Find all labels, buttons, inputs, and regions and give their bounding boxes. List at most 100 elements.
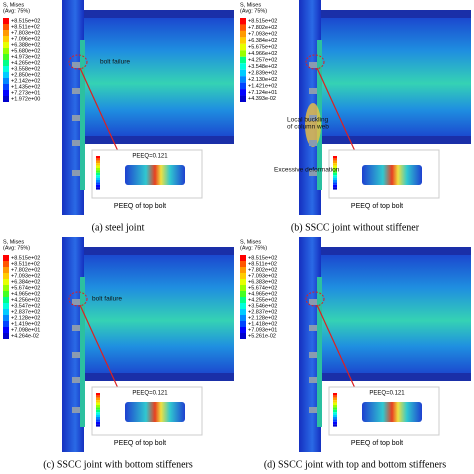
legend-value: +7.098e+01 [11,327,40,333]
inset-legend-swatch [333,421,337,425]
legend-swatch [3,315,9,321]
legend-swatch [3,273,9,279]
bolt-head [72,62,80,68]
legend-value: +2.128e+02 [11,315,40,321]
inset-legend-swatch [333,395,337,398]
legend-swatch [3,291,9,297]
legend-swatch [240,18,246,25]
legend-value: +2.128e+02 [248,315,277,321]
inset-legend-swatch [96,170,100,173]
legend-swatch [3,72,9,78]
bolt-body [125,165,185,185]
legend-value: +4.257e+02 [248,57,277,63]
inset-legend-swatch [96,177,100,180]
annotation: of column web [287,124,329,131]
legend-value: +1.418e+02 [248,321,277,327]
legend-value: +7.096e+02 [11,36,40,42]
bolt-head [72,325,80,331]
inset-legend-swatch [96,182,100,185]
column [62,237,84,452]
legend-swatch [240,333,246,339]
legend-swatch [3,327,9,333]
inset-legend-swatch [333,400,337,403]
legend-value: +4.965e+02 [248,291,277,297]
inset-legend-swatch [96,165,100,168]
inset-legend-swatch [333,184,337,188]
legend-swatch [240,89,246,96]
legend-value: +2.130e+02 [248,77,277,83]
arrow [79,304,123,398]
legend-value: +4.255e+02 [248,297,277,303]
legend-title: S, Mises [3,2,24,8]
legend-swatch [3,261,9,267]
legend-avg: (Avg: 75%) [240,8,267,14]
legend-value: +2.850e+02 [11,72,40,78]
inset-legend-swatch [333,187,337,190]
legend-box [0,0,56,110]
legend-swatch [240,267,246,273]
legend-swatch [3,333,9,339]
inset-legend-swatch [333,409,337,413]
inset-legend-swatch [96,414,100,417]
legend-swatch [240,315,246,321]
legend-value: +7.273e+01 [11,90,40,96]
beam-flange [84,247,234,255]
bolt-head [72,140,80,146]
inset-legend-swatch [333,158,337,161]
beam [84,12,234,142]
inset-legend-swatch [96,156,100,159]
legend-value: +1.435e+02 [11,84,40,90]
inset-legend-swatch [96,409,100,413]
bolt-head [309,352,317,358]
inset-legend-swatch [96,419,100,422]
bolt-head [309,170,317,176]
inset-legend-swatch [96,400,100,403]
inset-legend-swatch [333,397,337,401]
inset-legend-swatch [333,393,337,396]
inset-legend-swatch [96,407,100,410]
end-plate [80,277,85,427]
legend-swatch [240,273,246,279]
legend-value: +7.803e+02 [11,30,40,36]
bolt-head [72,170,80,176]
legend-swatch [3,84,9,90]
inset-legend-swatch [333,414,337,417]
legend-value: +8.515e+02 [248,255,277,261]
legend-swatch [3,255,9,261]
legend-value: +6.384e+02 [11,279,40,285]
legend-value: +2.837e+02 [248,309,277,315]
legend-value: +8.511e+02 [11,261,40,267]
legend-value: +7.124e+01 [248,90,277,96]
legend-value: +8.515e+02 [11,255,40,261]
inset-legend-swatch [333,412,337,415]
end-plate [317,277,322,427]
failure-ring [305,291,325,307]
bolt-head [309,62,317,68]
legend-swatch [3,30,9,36]
legend-value: +7.802e+02 [11,267,40,273]
legend-swatch [240,291,246,297]
column [62,0,84,215]
legend-value: +7.093e+02 [11,273,40,279]
bolt-head [72,377,80,383]
buckling-zone [305,103,321,147]
bolt-head [309,407,317,413]
legend-value: +8.511e+02 [11,24,40,30]
legend-value: +6.383e+02 [248,279,277,285]
failure-ring [305,54,325,70]
inset-legend-swatch [96,402,100,405]
beam-flange [321,136,471,144]
inset-legend-swatch [96,175,100,178]
inset-legend-swatch [333,160,337,164]
legend-value: +4.264e-02 [11,333,39,339]
legend-swatch [240,37,246,44]
legend-swatch [240,82,246,90]
legend-swatch [240,279,246,285]
inset-legend-swatch [333,168,337,171]
legend-value: +4.973e+02 [11,54,40,60]
beam [84,249,234,379]
legend-swatch [240,285,246,291]
arrow [79,67,123,161]
peeq-label: PEEQ=0.121 [369,391,405,397]
bolt-body [362,165,422,185]
